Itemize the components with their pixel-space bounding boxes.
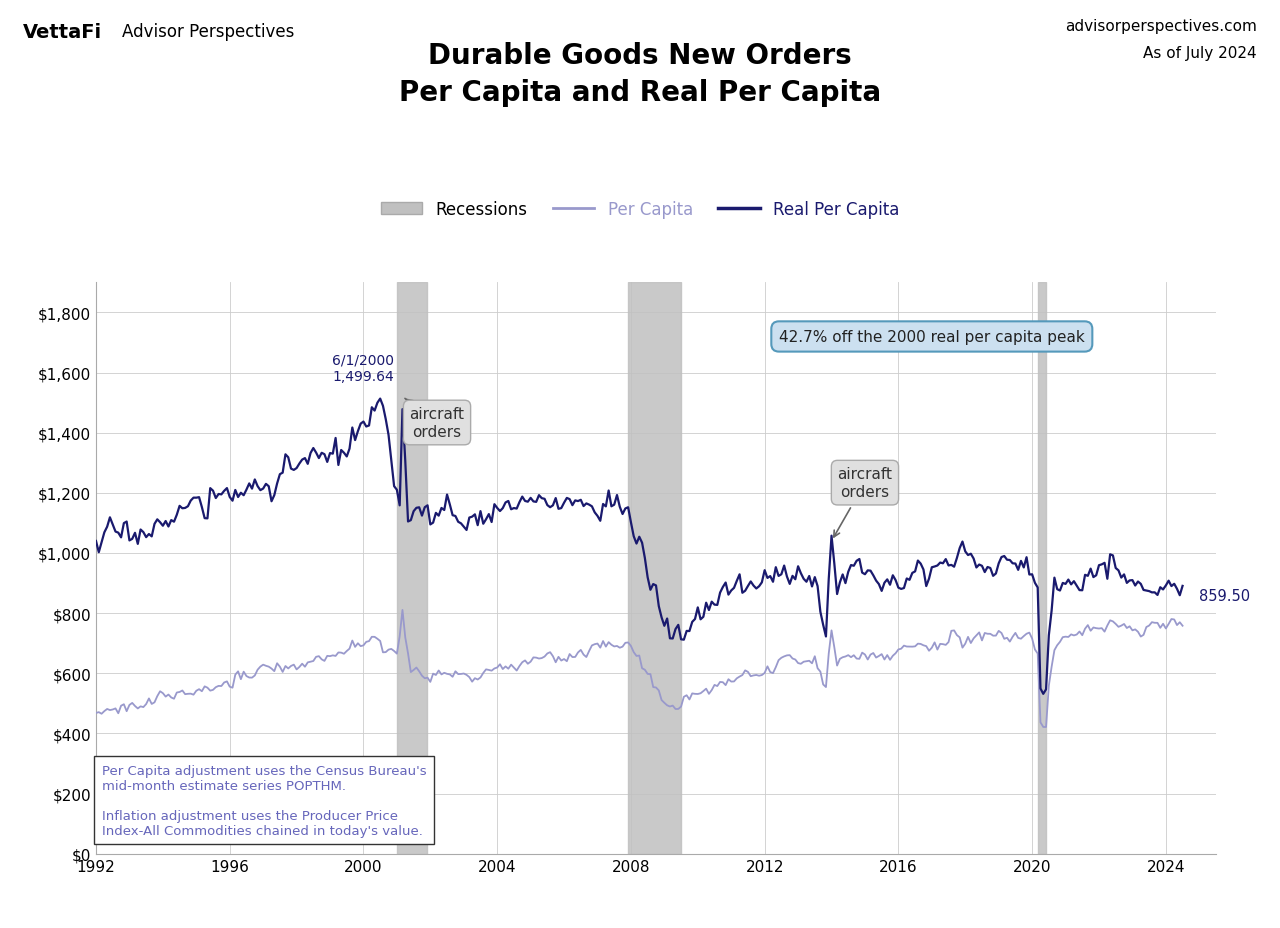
Text: Per Capita and Real Per Capita: Per Capita and Real Per Capita xyxy=(399,79,881,107)
Text: 6/1/2000
1,499.64: 6/1/2000 1,499.64 xyxy=(333,354,394,383)
Bar xyxy=(1038,283,1046,854)
Text: aircraft
orders: aircraft orders xyxy=(404,399,465,439)
Text: 859.50: 859.50 xyxy=(1199,588,1251,603)
Bar xyxy=(628,283,681,854)
Text: Advisor Perspectives: Advisor Perspectives xyxy=(122,23,294,41)
Text: Durable Goods New Orders: Durable Goods New Orders xyxy=(428,42,852,70)
Text: advisorperspectives.com: advisorperspectives.com xyxy=(1065,19,1257,33)
Legend: Recessions, Per Capita, Real Per Capita: Recessions, Per Capita, Real Per Capita xyxy=(374,194,906,226)
Text: As of July 2024: As of July 2024 xyxy=(1143,46,1257,61)
Text: Per Capita adjustment uses the Census Bureau's
mid-month estimate series POPTHM.: Per Capita adjustment uses the Census Bu… xyxy=(101,764,426,837)
Text: 42.7% off the 2000 real per capita peak: 42.7% off the 2000 real per capita peak xyxy=(780,329,1084,344)
Text: aircraft
orders: aircraft orders xyxy=(833,467,892,537)
Text: VettaFi: VettaFi xyxy=(23,23,102,42)
Bar xyxy=(397,283,428,854)
